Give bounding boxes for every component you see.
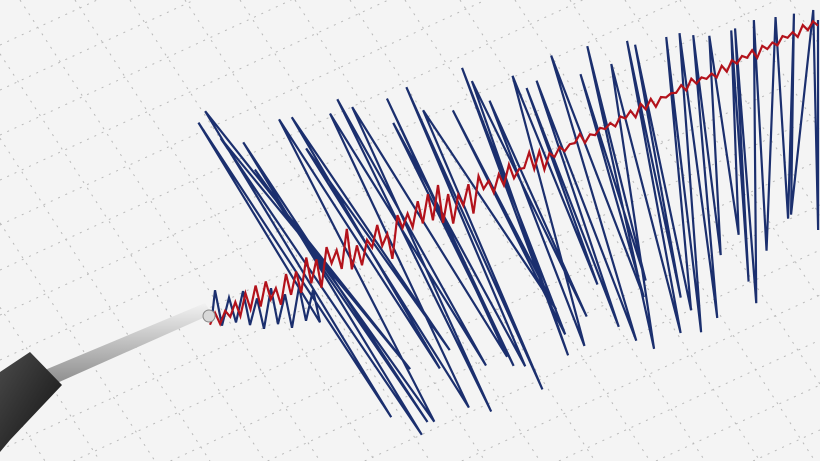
grid-line — [0, 0, 292, 136]
grid-line — [0, 0, 98, 46]
stylus-tip — [202, 309, 216, 323]
stylus-rod — [40, 303, 212, 387]
stylus-body — [0, 352, 62, 452]
grid-line — [0, 53, 266, 461]
grid-line — [0, 138, 211, 461]
grid-line — [0, 0, 778, 361]
grid-line — [0, 69, 820, 451]
grid-line — [0, 0, 486, 226]
grid-line — [0, 307, 101, 461]
grid-line — [267, 204, 820, 461]
grid-line — [679, 0, 820, 216]
grid-line — [0, 0, 583, 271]
grid-line — [789, 0, 820, 47]
grid-line — [73, 114, 820, 461]
grid-line — [0, 0, 680, 316]
seismic-trace-red — [208, 19, 819, 327]
stylus — [0, 303, 216, 452]
grid-line — [461, 294, 820, 461]
seismic-trace-blue — [197, 9, 820, 436]
grid-line — [624, 0, 820, 300]
grid-line — [734, 0, 820, 131]
